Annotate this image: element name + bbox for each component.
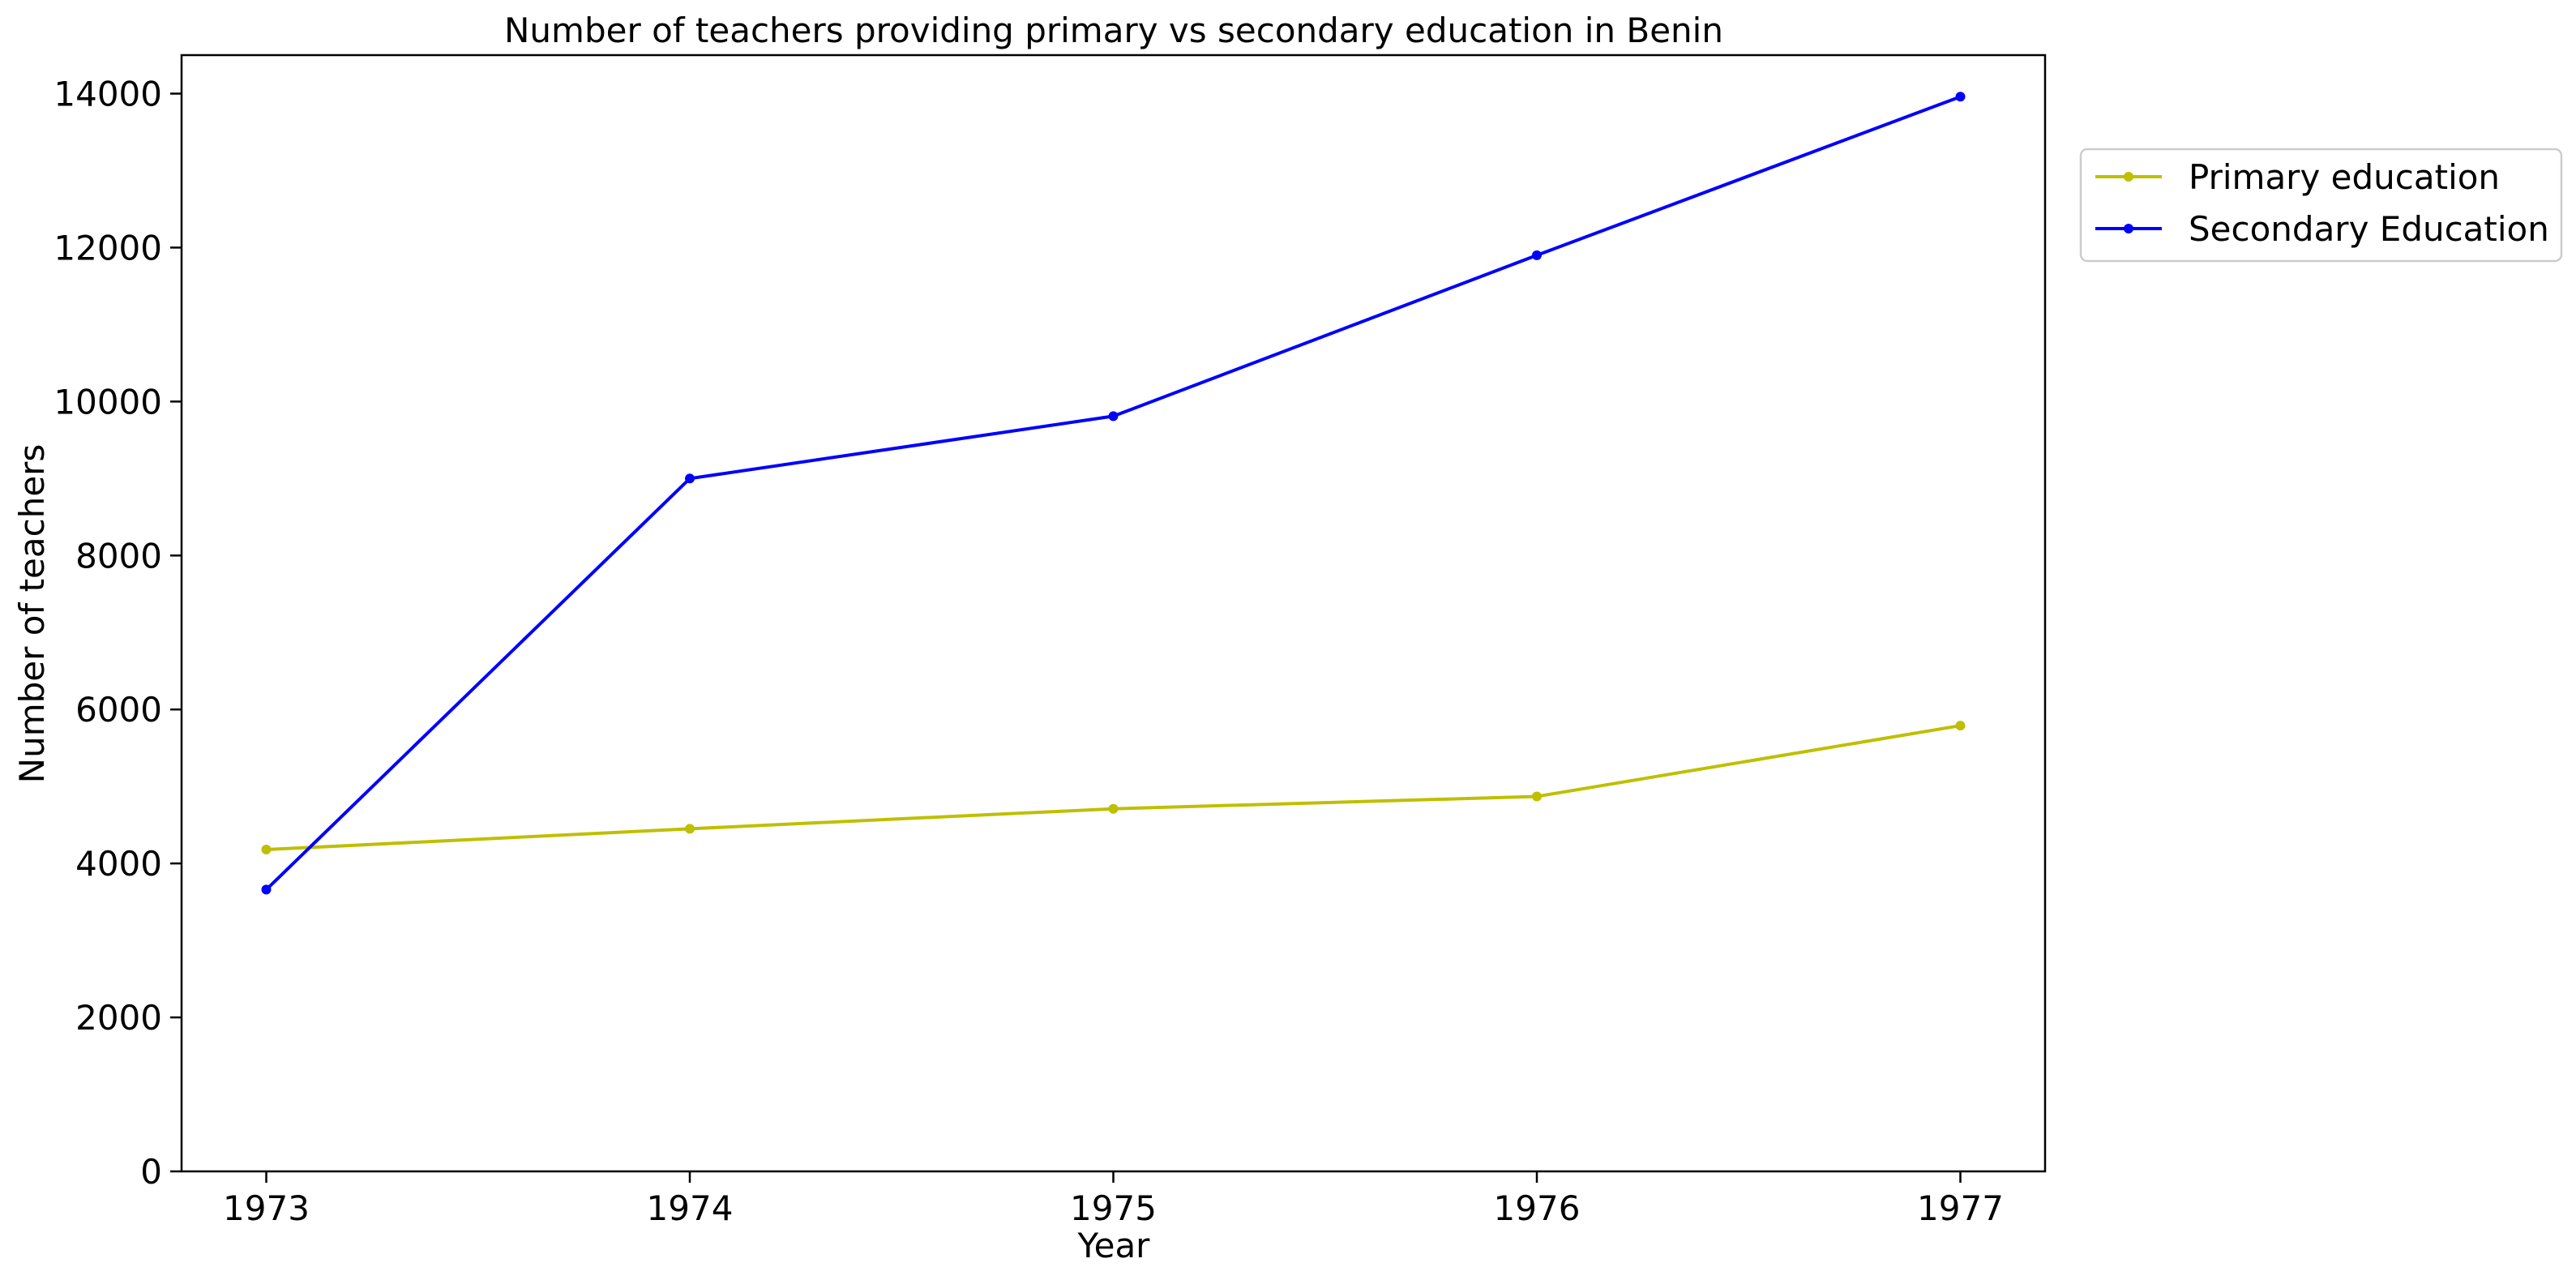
x-tick-label: 1975 [1070,1188,1157,1228]
y-tick-label: 12000 [53,228,162,268]
data-point-primary-education [261,845,272,855]
x-axis-label: Year [1077,1226,1151,1265]
x-tick-label: 1977 [1917,1188,2004,1228]
legend-marker-primary [2124,172,2133,182]
data-point-secondary-education [1955,92,1966,102]
x-tick-label: 1973 [223,1188,310,1228]
y-tick-label: 14000 [53,74,162,113]
data-point-secondary-education [1108,411,1119,422]
y-tick-label: 4000 [75,844,162,884]
data-point-secondary-education [261,884,272,895]
data-point-primary-education [685,824,695,834]
plot-frame [180,54,2047,1173]
data-point-secondary-education [1532,250,1542,260]
x-tick-label: 1974 [647,1188,734,1228]
legend-frame [2079,148,2563,263]
data-point-primary-education [1108,803,1119,814]
y-axis-label: Number of teachers [12,444,52,784]
y-tick-label: 8000 [75,536,162,576]
data-point-primary-education [1955,721,1966,731]
y-tick-label: 2000 [75,998,162,1038]
data-point-primary-education [1532,791,1542,802]
data-point-secondary-education [685,473,695,484]
y-tick-label: 10000 [53,382,162,422]
legend-label-secondary: Secondary Education [2189,209,2549,249]
legend-label-primary: Primary education [2189,157,2500,197]
legend-marker-secondary [2124,224,2133,233]
legend: Primary education Secondary Education [2079,148,2563,263]
x-tick-label: 1976 [1494,1188,1581,1228]
x-axis: 1973 1974 1975 1976 1977 [223,1171,2004,1228]
series-layer [261,92,1966,895]
y-axis: 0 2000 4000 6000 8000 10000 12000 14000 [53,74,182,1192]
y-tick-label: 0 [140,1152,162,1192]
y-tick-label: 6000 [75,690,162,730]
chart-title: Number of teachers providing primary vs … [504,11,1723,50]
